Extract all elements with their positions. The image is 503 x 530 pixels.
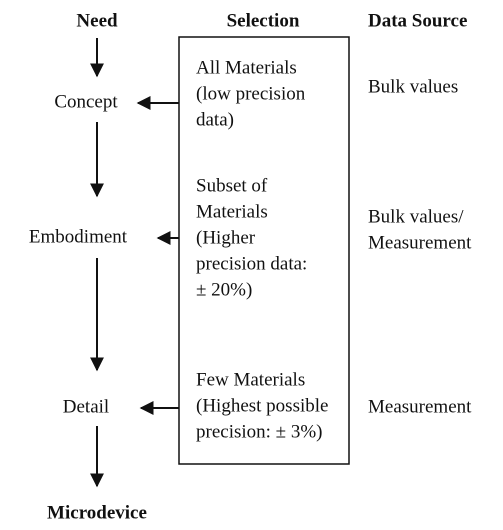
selection-line: Few Materials xyxy=(196,369,305,390)
data-source-line: Bulk values/ xyxy=(368,206,464,227)
header-selection: Selection xyxy=(227,10,300,31)
selection-line: precision: ± 3%) xyxy=(196,421,323,442)
selection-line: (low precision xyxy=(196,83,306,104)
selection-line: Subset of xyxy=(196,175,268,196)
selection-line: (Highest possible xyxy=(196,395,328,416)
selection-line: ± 20%) xyxy=(196,279,252,300)
stage-label: Detail xyxy=(63,396,109,417)
output-label: Microdevice xyxy=(47,502,147,523)
selection-line: precision data: xyxy=(196,253,307,274)
stage-label: Embodiment xyxy=(29,226,128,247)
header-data-source: Data Source xyxy=(368,10,467,31)
header-need: Need xyxy=(76,10,118,31)
data-source-line: Bulk values xyxy=(368,76,458,97)
selection-line: Materials xyxy=(196,201,268,222)
stage-label: Concept xyxy=(54,91,118,112)
data-source-line: Measurement xyxy=(368,232,472,253)
selection-line: (Higher xyxy=(196,227,256,248)
selection-box xyxy=(178,36,350,465)
data-source-line: Measurement xyxy=(368,396,472,417)
selection-line: All Materials xyxy=(196,57,297,78)
selection-line: data) xyxy=(196,109,234,130)
